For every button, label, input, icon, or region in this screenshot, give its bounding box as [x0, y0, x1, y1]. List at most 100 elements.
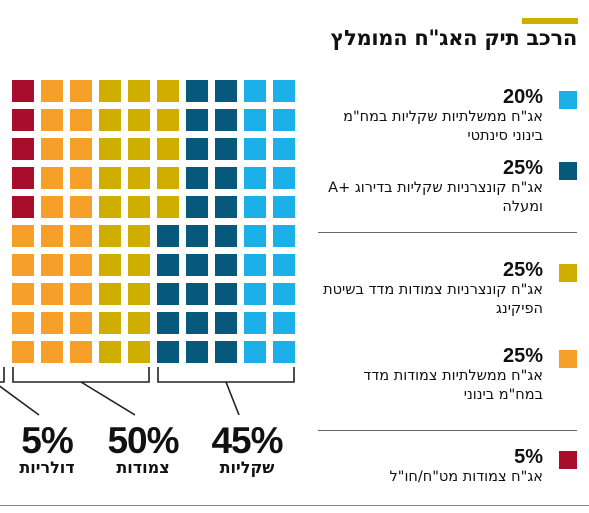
waffle-cell: [70, 225, 92, 247]
waffle-cell: [70, 167, 92, 189]
waffle-cell: [70, 80, 92, 102]
legend-pct: 20%: [502, 86, 543, 108]
waffle-cell: [273, 283, 295, 305]
waffle-cell: [157, 312, 179, 334]
waffle-cell: [215, 312, 237, 334]
legend-label: אג"ח קונצרניות צמודות מדד בשיטת הפיקינג: [323, 282, 543, 317]
group-bracket: [157, 367, 295, 416]
waffle-cell: [215, 225, 237, 247]
waffle-cell: [128, 283, 150, 305]
waffle-cell: [41, 225, 63, 247]
waffle-cell: [12, 109, 34, 131]
legend-pct: 5%: [514, 446, 543, 468]
waffle-cell: [99, 138, 121, 160]
legend-divider: [318, 430, 577, 431]
waffle-cell: [186, 341, 208, 363]
legend-label: אג"ח ממשלתיות צמודות מדד במח"מ בינוני: [363, 368, 543, 403]
waffle-cell: [186, 167, 208, 189]
waffle-cell: [12, 312, 34, 334]
waffle-cell: [128, 254, 150, 276]
waffle-cell: [12, 341, 34, 363]
waffle-cell: [157, 80, 179, 102]
group-pct-shekel: 45%: [211, 420, 283, 461]
waffle-cell: [215, 109, 237, 131]
group-label-shekel: שקליות: [219, 458, 275, 477]
waffle-cell: [70, 254, 92, 276]
waffle-cell: [244, 196, 266, 218]
waffle-cell: [41, 80, 63, 102]
group-label-linked: צמודות: [116, 458, 170, 477]
waffle-cell: [273, 138, 295, 160]
title-accent-bar: [522, 18, 578, 24]
waffle-cell: [70, 341, 92, 363]
waffle-cell: [99, 225, 121, 247]
waffle-cell: [186, 225, 208, 247]
waffle-cell: [244, 167, 266, 189]
waffle-cell: [99, 254, 121, 276]
waffle-cell: [99, 167, 121, 189]
waffle-cell: [41, 312, 63, 334]
legend-label: אג"ח ממשלתיות שקליות במח"מ בינוני סינתטי: [343, 109, 543, 144]
waffle-cell: [41, 283, 63, 305]
waffle-cell: [273, 80, 295, 102]
waffle-cell: [157, 196, 179, 218]
waffle-cell: [157, 225, 179, 247]
group-bracket: [12, 367, 150, 416]
legend-swatch: [559, 162, 577, 180]
waffle-cell: [244, 80, 266, 102]
waffle-cell: [12, 283, 34, 305]
legend-pct: 25%: [502, 259, 543, 281]
waffle-cell: [41, 341, 63, 363]
waffle-cell: [273, 312, 295, 334]
group-label-dollar: דולריות: [19, 458, 75, 477]
waffle-cell: [128, 225, 150, 247]
waffle-cell: [41, 167, 63, 189]
waffle-cell: [41, 196, 63, 218]
waffle-cell: [273, 225, 295, 247]
waffle-cell: [186, 283, 208, 305]
waffle-cell: [99, 196, 121, 218]
bottom-rule: [0, 505, 589, 506]
legend-label: אג"ח צמודות מט"ח/חו"ל: [389, 469, 543, 485]
waffle-cell: [244, 138, 266, 160]
waffle-cell: [273, 167, 295, 189]
waffle-cell: [186, 312, 208, 334]
legend-pct: 25%: [502, 157, 543, 179]
legend-divider: [318, 232, 577, 233]
waffle-cell: [99, 341, 121, 363]
waffle-cell: [70, 283, 92, 305]
waffle-cell: [186, 109, 208, 131]
waffle-cell: [128, 109, 150, 131]
waffle-cell: [273, 109, 295, 131]
waffle-cell: [12, 167, 34, 189]
waffle-cell: [157, 138, 179, 160]
waffle-cell: [99, 80, 121, 102]
waffle-cell: [128, 138, 150, 160]
waffle-cell: [215, 80, 237, 102]
waffle-cell: [128, 341, 150, 363]
waffle-cell: [12, 225, 34, 247]
waffle-cell: [157, 341, 179, 363]
waffle-cell: [128, 312, 150, 334]
waffle-cell: [157, 283, 179, 305]
waffle-cell: [157, 254, 179, 276]
waffle-cell: [128, 196, 150, 218]
legend-swatch: [559, 350, 577, 368]
waffle-cell: [70, 196, 92, 218]
waffle-cell: [215, 167, 237, 189]
waffle-cell: [128, 80, 150, 102]
waffle-cell: [186, 196, 208, 218]
legend-swatch: [559, 451, 577, 469]
waffle-cell: [70, 138, 92, 160]
waffle-cell: [244, 341, 266, 363]
group-bracket: [0, 367, 40, 416]
waffle-cell: [273, 341, 295, 363]
waffle-cell: [186, 138, 208, 160]
waffle-cell: [215, 254, 237, 276]
waffle-cell: [273, 196, 295, 218]
waffle-cell: [215, 341, 237, 363]
waffle-cell: [99, 283, 121, 305]
waffle-cell: [99, 312, 121, 334]
group-pct-dollar: 5%: [21, 420, 73, 461]
